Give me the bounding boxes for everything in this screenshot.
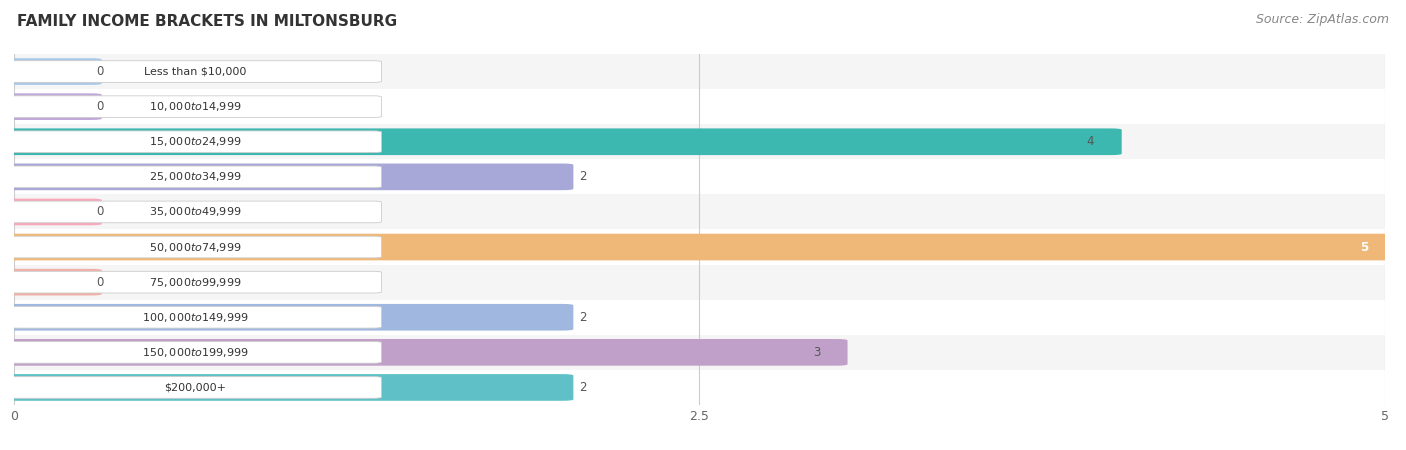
FancyBboxPatch shape: [14, 370, 1385, 405]
Text: $25,000 to $34,999: $25,000 to $34,999: [149, 171, 242, 183]
FancyBboxPatch shape: [3, 58, 101, 85]
FancyBboxPatch shape: [14, 54, 1385, 89]
FancyBboxPatch shape: [8, 271, 381, 293]
FancyBboxPatch shape: [14, 159, 1385, 194]
FancyBboxPatch shape: [14, 300, 1385, 335]
FancyBboxPatch shape: [8, 236, 381, 258]
FancyBboxPatch shape: [14, 194, 1385, 230]
FancyBboxPatch shape: [8, 342, 381, 363]
FancyBboxPatch shape: [8, 201, 381, 223]
Text: 0: 0: [96, 206, 104, 218]
Text: 2: 2: [579, 171, 586, 183]
Text: Less than $10,000: Less than $10,000: [143, 67, 246, 76]
Text: $75,000 to $99,999: $75,000 to $99,999: [149, 276, 242, 288]
FancyBboxPatch shape: [8, 306, 381, 328]
Text: $50,000 to $74,999: $50,000 to $74,999: [149, 241, 242, 253]
FancyBboxPatch shape: [8, 166, 381, 188]
FancyBboxPatch shape: [8, 377, 381, 398]
Text: $150,000 to $199,999: $150,000 to $199,999: [142, 346, 249, 359]
FancyBboxPatch shape: [3, 304, 574, 331]
FancyBboxPatch shape: [3, 198, 101, 225]
Text: 5: 5: [1360, 241, 1368, 253]
Text: $10,000 to $14,999: $10,000 to $14,999: [149, 100, 242, 113]
Text: 4: 4: [1087, 135, 1094, 148]
Text: 0: 0: [96, 276, 104, 288]
Text: Source: ZipAtlas.com: Source: ZipAtlas.com: [1256, 14, 1389, 27]
FancyBboxPatch shape: [14, 265, 1385, 300]
Text: 3: 3: [813, 346, 820, 359]
FancyBboxPatch shape: [14, 335, 1385, 370]
FancyBboxPatch shape: [8, 96, 381, 117]
FancyBboxPatch shape: [3, 374, 574, 401]
Text: $35,000 to $49,999: $35,000 to $49,999: [149, 206, 242, 218]
FancyBboxPatch shape: [14, 89, 1385, 124]
Text: FAMILY INCOME BRACKETS IN MILTONSBURG: FAMILY INCOME BRACKETS IN MILTONSBURG: [17, 14, 396, 28]
FancyBboxPatch shape: [14, 124, 1385, 159]
Text: $100,000 to $149,999: $100,000 to $149,999: [142, 311, 249, 324]
FancyBboxPatch shape: [3, 339, 848, 366]
Text: 0: 0: [96, 100, 104, 113]
FancyBboxPatch shape: [3, 93, 101, 120]
FancyBboxPatch shape: [3, 163, 574, 190]
FancyBboxPatch shape: [3, 128, 1122, 155]
Text: 2: 2: [579, 381, 586, 394]
Text: 2: 2: [579, 311, 586, 324]
Text: 0: 0: [96, 65, 104, 78]
FancyBboxPatch shape: [3, 269, 101, 296]
Text: $15,000 to $24,999: $15,000 to $24,999: [149, 135, 242, 148]
FancyBboxPatch shape: [8, 131, 381, 153]
FancyBboxPatch shape: [14, 230, 1385, 265]
FancyBboxPatch shape: [8, 61, 381, 82]
Text: $200,000+: $200,000+: [165, 382, 226, 392]
FancyBboxPatch shape: [3, 234, 1396, 261]
